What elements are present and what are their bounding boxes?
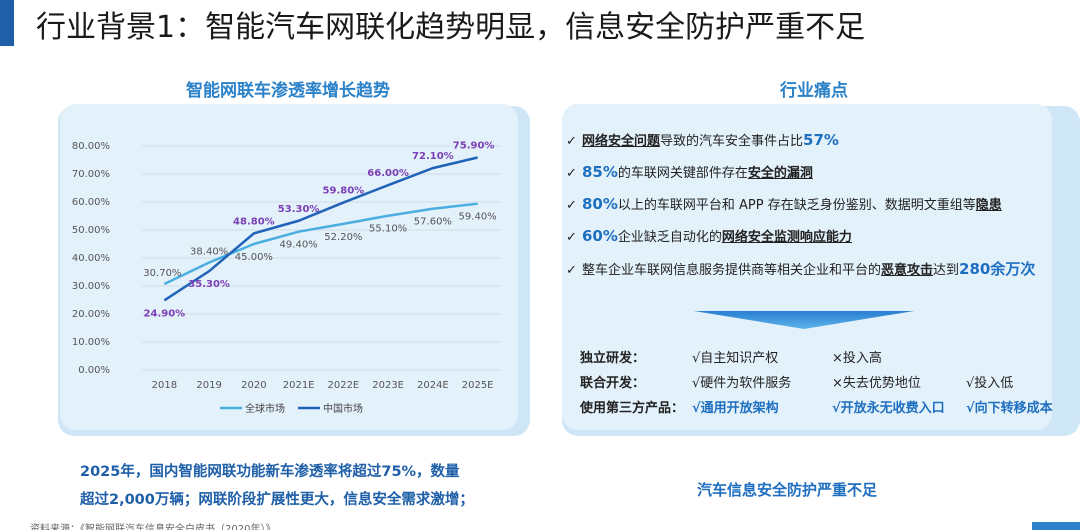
check-icon: ✓ [566,166,577,181]
global-data-label: 38.40% [190,246,228,257]
row-label: 独立研发： [580,351,646,366]
x-tick-label: 2019 [196,380,221,391]
chart-subtitle: 智能网联车渗透率增长趋势 [186,81,390,101]
y-tick-label: 50.00% [72,225,110,236]
pain-point-3: ✓ 80% 以上的车联网平台和 APP 存在缺乏身份鉴别、数据明文重组等 隐患 [566,194,1066,226]
check-icon: ✓ [566,134,577,149]
pain-point-4: ✓ 60% 企业缺乏自动化的 网络安全监测响应能力 [566,226,1066,258]
table-row: 使用第三方产品： √通用开放架构 √开放永无收费入口 √向下转移成本 [580,394,1070,419]
summary-line: 超过2,000万辆；网联阶段扩展性更大，信息安全需求激增； [80,492,474,508]
global-data-label: 57.60% [414,217,452,228]
pain-point-2: ✓ 85% 的车联网关键部件存在 安全的漏洞 [566,162,1066,194]
x-tick-label: 2018 [152,380,177,391]
pain-point-1: ✓ 网络安全问题 导致的汽车安全事件占比 57% [566,130,1066,162]
china-data-label: 48.80% [233,216,275,227]
pain-number: 57% [803,131,839,149]
pain-text: 的车联网关键部件存在 [617,166,748,181]
page-title: 行业背景1：智能汽车网联化趋势明显，信息安全防护严重不足 [36,10,866,45]
down-arrow-icon [694,311,914,329]
china-data-label: 35.30% [188,279,230,290]
check-icon: ✓ [566,230,577,245]
global-data-label: 52.20% [324,232,362,243]
china-data-label: 66.00% [367,168,409,179]
row-cell: √通用开放架构 [692,401,779,416]
pain-bold: 安全的漏洞 [747,166,813,181]
row-cell: √硬件为软件服务 [692,376,792,391]
y-tick-label: 70.00% [72,169,110,180]
pain-text: 达到 [933,263,960,278]
row-cell: √自主知识产权 [692,351,779,366]
x-tick-label: 2024E [417,380,449,391]
check-icon: ✓ [566,263,577,278]
check-icon: ✓ [566,198,577,213]
y-tick-label: 80.00% [72,141,110,152]
pain-number: 85% [582,163,618,181]
x-tick-label: 2023E [372,380,404,391]
pain-point-list: ✓ 网络安全问题 导致的汽车安全事件占比 57% ✓ 85% 的车联网关键部件存… [566,130,1066,290]
x-tick-label: 2025E [462,380,494,391]
global-data-label: 49.40% [280,240,318,251]
corner-accent [1032,522,1080,530]
pain-points-subtitle: 行业痛点 [780,81,848,101]
global-data-label: 55.10% [369,224,407,235]
china-data-label: 24.90% [144,308,186,319]
y-tick-label: 10.00% [72,337,110,348]
global-data-label: 59.40% [459,212,497,223]
pain-bold: 隐患 [975,198,1002,213]
global-series-line [163,202,478,286]
pain-number: 80% [582,195,618,213]
pain-bold: 网络安全监测响应能力 [721,230,852,245]
pain-panel [562,104,1052,430]
y-tick-label: 30.00% [72,281,110,292]
row-label: 联合开发： [580,376,646,391]
table-row: 联合开发： √硬件为软件服务 ×失去优势地位 √投入低 [580,369,1070,394]
china-data-label: 59.80% [323,186,365,197]
china-data-label: 53.30% [278,204,320,215]
y-tick-label: 60.00% [72,197,110,208]
global-data-label: 45.00% [235,252,273,263]
pain-bold: 恶意攻击 [881,263,934,278]
conclusion-text: 汽车信息安全防护严重不足 [697,481,878,499]
penetration-line-chart: 0.00% 10.00% 20.00% 30.00% 40.00% 50.00% 60.00… [72,140,500,415]
row-label: 使用第三方产品： [580,401,685,416]
pain-text: 整车企业车联网信息服务提供商等相关企业和平台的 [582,263,882,278]
x-tick-label: 2021E [283,380,315,391]
row-cell: √开放永无收费入口 [832,401,945,416]
legend-label: 中国市场 [323,402,363,415]
title-accent-bar [0,0,14,46]
pain-text: 企业缺乏自动化的 [617,230,722,245]
row-cell: ×投入高 [832,351,882,366]
pain-text: 导致的汽车安全事件占比 [660,134,804,149]
pain-text: 以上的车联网平台和 APP 存在缺乏身份鉴别、数据明文重组等 [617,198,976,213]
pain-bold: 网络安全问题 [582,134,661,149]
x-tick-label: 2022E [327,380,359,391]
global-data-label: 30.70% [143,268,181,279]
china-data-label: 72.10% [412,151,454,162]
chart-panel [60,104,518,430]
y-tick-label: 40.00% [72,253,110,264]
legend-label: 全球市场 [245,402,285,415]
source-note: 资料来源：《智能网联汽车信息安全白皮书（2020年）》 [30,524,276,530]
table-row: 独立研发： √自主知识产权 ×投入高 [580,344,1070,369]
row-cell: √向下转移成本 [966,401,1053,416]
china-data-label: 75.90% [453,140,495,151]
pain-number: 60% [582,227,618,245]
approach-table: 独立研发： √自主知识产权 ×投入高 联合开发： √硬件为软件服务 ×失去优势地… [580,344,1070,419]
china-series-line [163,156,478,302]
row-cell: ×失去优势地位 [832,376,921,391]
pain-point-5: ✓ 整车企业车联网信息服务提供商等相关企业和平台的 恶意攻击 达到 280余万次 [566,258,1066,290]
summary-line: 2025年，国内智能网联功能新车渗透率将超过75%，数量 [80,464,460,480]
x-tick-label: 2020 [241,380,266,391]
row-cell: √投入低 [966,376,1014,391]
y-tick-label: 20.00% [72,309,110,320]
pain-number: 280余万次 [959,260,1036,278]
y-tick-label: 0.00% [78,365,110,376]
chart-summary: 2025年，国内智能网联功能新车渗透率将超过75%，数量 超过2,000万辆；网… [80,458,474,514]
